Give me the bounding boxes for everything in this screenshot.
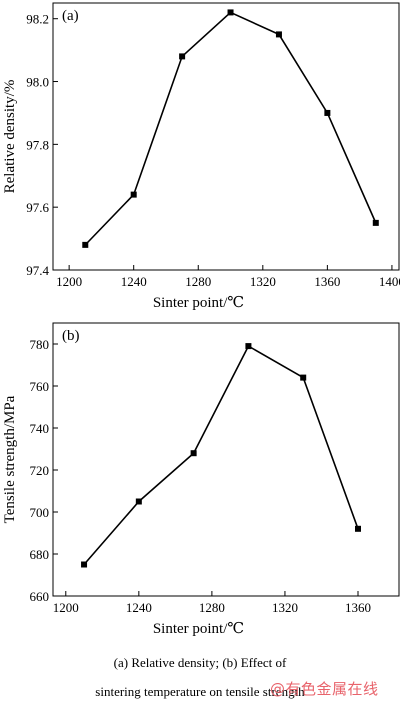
panel-b-x-tick-label: 1320 bbox=[272, 600, 298, 615]
panel-b-y-tick-label: 740 bbox=[30, 421, 50, 436]
panel-b-y-tick-label: 760 bbox=[30, 379, 50, 394]
panel-a-data-point bbox=[372, 219, 379, 226]
caption-line-2: sintering temperature on tensile strengt… bbox=[95, 684, 305, 699]
panel-a-y-tick-label: 97.4 bbox=[26, 263, 49, 278]
panel-b-data-point bbox=[354, 525, 361, 532]
panel-b-y-tick-label: 720 bbox=[30, 463, 50, 478]
panel-a-data-point bbox=[82, 241, 89, 248]
panel-b-y-tick-label: 700 bbox=[30, 505, 50, 520]
panel-a-x-tick-label: 1320 bbox=[250, 274, 276, 289]
panel-a-x-tick-label: 1280 bbox=[185, 274, 211, 289]
panel-a-frame bbox=[52, 2, 400, 271]
panel-b-y-tick-label: 660 bbox=[30, 589, 50, 604]
caption-line-1: (a) Relative density; (b) Effect of bbox=[113, 655, 287, 670]
panel-a-data-point bbox=[324, 109, 331, 116]
panel-a-x-tick-label: 1400 bbox=[379, 274, 400, 289]
panel-a-label: (a) bbox=[62, 8, 79, 24]
panel-b-x-tick-label: 1280 bbox=[199, 600, 225, 615]
panel-b-label: (b) bbox=[62, 328, 80, 344]
panel-a-y-tick-label: 98.0 bbox=[26, 75, 49, 90]
panel-b-data-point bbox=[190, 450, 197, 457]
panel-b-frame bbox=[52, 322, 400, 597]
panel-b-y-axis-title: Tensile strength/MPa bbox=[2, 395, 18, 523]
panel-b-data-point bbox=[245, 343, 252, 350]
panel-a-y-tick-label: 98.2 bbox=[26, 12, 49, 27]
panel-b-x-axis-title: Sinter point/℃ bbox=[153, 621, 244, 637]
panel-a-data-point bbox=[179, 53, 186, 60]
panel-b-data-point bbox=[81, 561, 88, 568]
panel-b-x-tick-label: 1200 bbox=[53, 600, 79, 615]
panel-b-y-tick-label: 680 bbox=[30, 547, 50, 562]
panel-b-series-line bbox=[83, 344, 359, 566]
panel-a-y-tick-label: 97.8 bbox=[26, 137, 49, 152]
panel-b-x-tick-label: 1240 bbox=[126, 600, 152, 615]
panel-b-x-tick-label: 1360 bbox=[345, 600, 371, 615]
panel-b-y-tick-label: 780 bbox=[30, 337, 50, 352]
panel-a-x-tick-label: 1360 bbox=[314, 274, 340, 289]
panel-a-data-point bbox=[130, 191, 137, 198]
panel-a-x-tick-label: 1240 bbox=[121, 274, 147, 289]
watermark-text: @有色金属在线 bbox=[270, 680, 379, 698]
panel-b-data-point bbox=[135, 498, 142, 505]
panel-a-x-axis-title: Sinter point/℃ bbox=[153, 295, 244, 311]
panel-a-data-point bbox=[227, 9, 234, 16]
panel-b-data-point bbox=[300, 374, 307, 381]
panel-a-y-axis-title: Relative density/% bbox=[2, 80, 18, 194]
panel-a-series-line bbox=[84, 11, 377, 246]
panel-a-data-point bbox=[275, 31, 282, 38]
panel-a-x-tick-label: 1200 bbox=[56, 274, 82, 289]
panel-a-y-tick-label: 97.6 bbox=[26, 200, 49, 215]
